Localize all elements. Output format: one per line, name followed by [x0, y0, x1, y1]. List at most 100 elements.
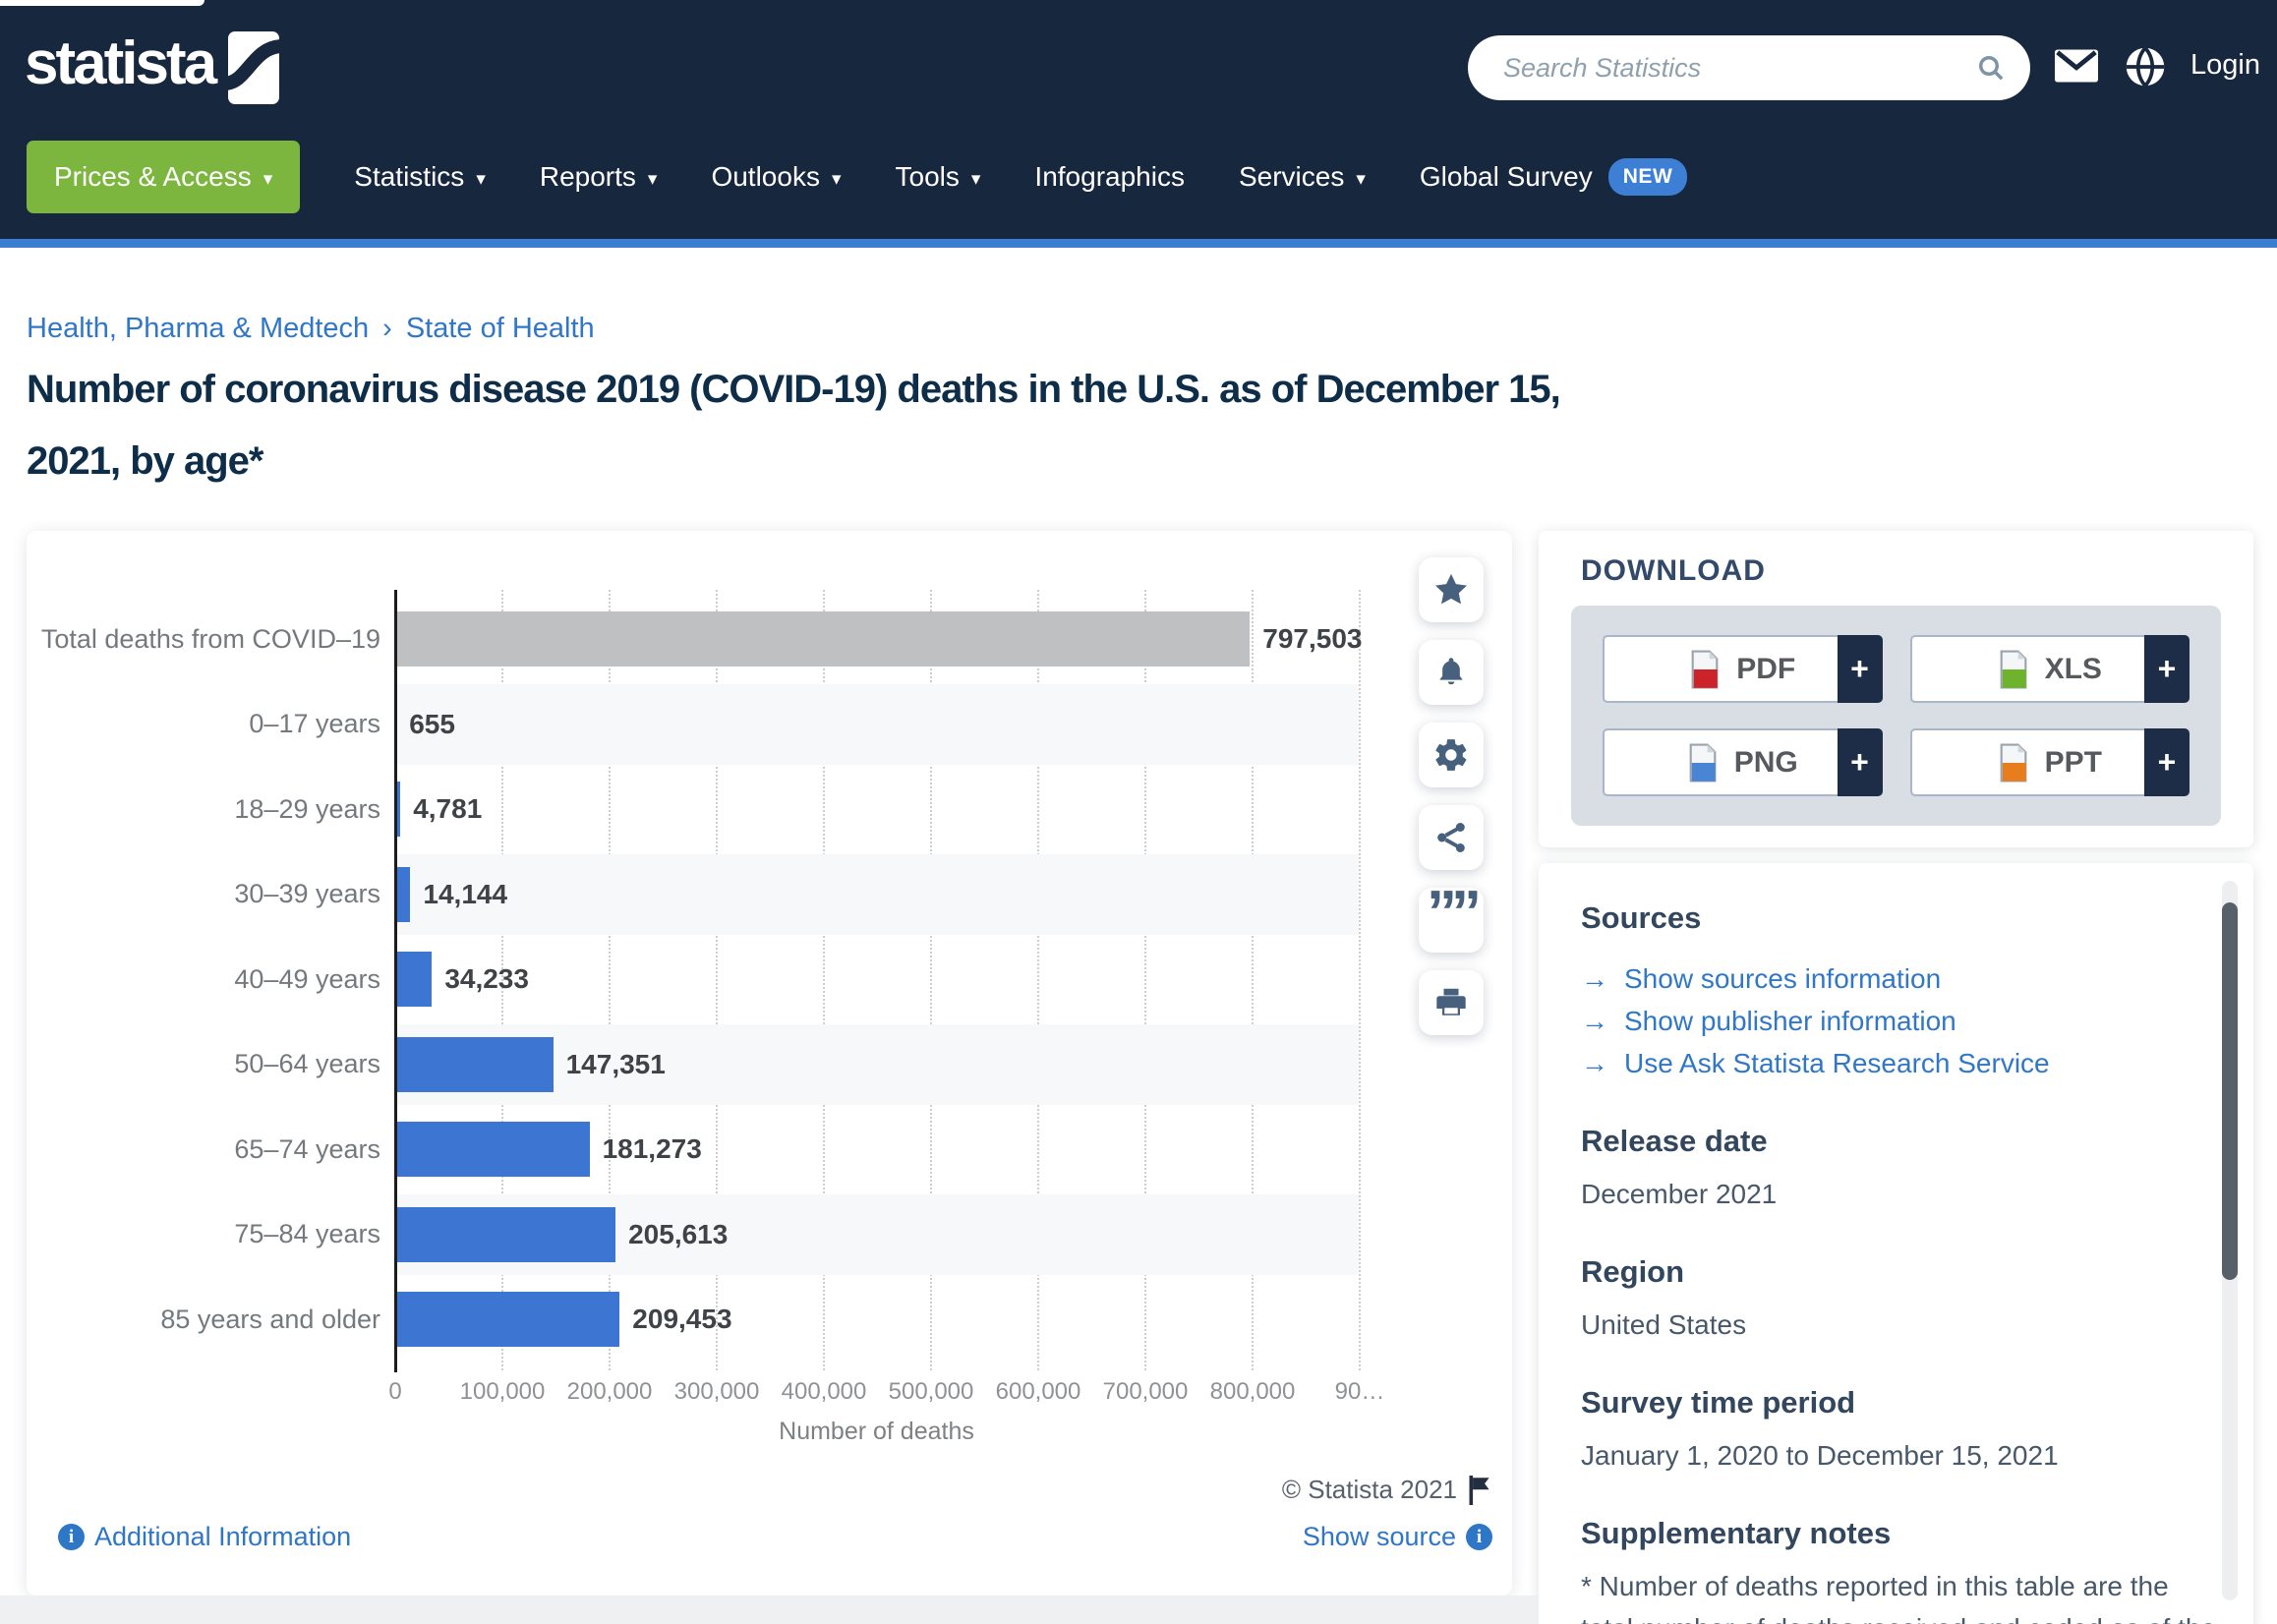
- bar: [395, 782, 401, 837]
- detail-sections: Release date December 2021 Region United St…: [1581, 1124, 2216, 1624]
- bar: [395, 866, 411, 922]
- breadcrumb-link-topic[interactable]: State of Health: [405, 313, 595, 344]
- show-source-link[interactable]: Show source i: [1303, 1522, 1492, 1552]
- nav-item-outlooks[interactable]: Outlooks ▾: [711, 161, 841, 193]
- row-stripe: [394, 683, 1359, 765]
- nav-item-tools[interactable]: Tools ▾: [896, 161, 981, 193]
- search-icon[interactable]: [1975, 52, 2007, 84]
- nav-item-label: Outlooks: [711, 161, 820, 192]
- search-bar[interactable]: [1468, 35, 2030, 100]
- x-tick-label: 100,000: [459, 1378, 546, 1405]
- bar: [395, 1036, 554, 1092]
- breadcrumb-separator: ›: [382, 313, 392, 344]
- scrollbar-track[interactable]: [2222, 881, 2238, 1600]
- source-link[interactable]: → Show sources information: [1581, 957, 2190, 1000]
- search-input[interactable]: [1503, 52, 1975, 84]
- x-axis-title: Number of deaths: [779, 1418, 974, 1445]
- add-to-cart-plus-button[interactable]: +: [1837, 728, 1883, 796]
- source-links: → Show sources information → Show publisher…: [1581, 957, 2190, 1084]
- breadcrumb-link-category[interactable]: Health, Pharma & Medtech: [27, 313, 370, 344]
- chart-row: 50–64 years 147,351: [27, 1022, 1359, 1108]
- png-file-icon: [1687, 742, 1719, 783]
- download-panel: PDF + XLS + PNG + PPT +: [1571, 606, 2221, 826]
- arrow-right-icon: →: [1581, 1048, 1608, 1078]
- quote-button[interactable]: ””: [1419, 879, 1484, 953]
- nav-item-statistics[interactable]: Statistics ▾: [354, 161, 486, 193]
- download-xls-button[interactable]: XLS +: [1909, 635, 2189, 703]
- download-format-label: PNG: [1733, 745, 1798, 779]
- nav-item-prices-access[interactable]: Prices & Access ▾: [27, 141, 301, 213]
- nav-item-services[interactable]: Services ▾: [1239, 161, 1366, 193]
- detail-section-heading: Release date: [1581, 1124, 1768, 1158]
- chart-row: 30–39 years 14,144: [27, 852, 1359, 938]
- bar-chart: Total deaths from COVID–19 797,503 0–17 ye…: [27, 597, 1363, 1363]
- login-link[interactable]: Login: [2190, 49, 2260, 81]
- chart-row: 18–29 years 4,781: [27, 767, 1359, 852]
- gear-button[interactable]: [1419, 723, 1484, 787]
- mail-icon[interactable]: [2055, 49, 2098, 87]
- nav-item-label: Statistics: [354, 161, 465, 192]
- source-link[interactable]: → Show publisher information: [1581, 1000, 2190, 1042]
- category-label: 30–39 years: [234, 879, 380, 909]
- download-ppt-button[interactable]: PPT +: [1909, 728, 2189, 796]
- additional-information-label: Additional Information: [94, 1522, 352, 1551]
- row-stripe: [394, 853, 1359, 935]
- download-format-label: XLS: [2044, 652, 2102, 685]
- category-label: 75–84 years: [234, 1219, 380, 1249]
- download-format-label: PDF: [1736, 652, 1796, 685]
- category-label: 65–74 years: [234, 1133, 380, 1164]
- quote-icon: ””: [1427, 879, 1482, 947]
- source-link[interactable]: → Use Ask Statista Research Service: [1581, 1042, 2190, 1084]
- category-label: 85 years and older: [160, 1304, 380, 1334]
- add-to-cart-plus-button[interactable]: +: [2144, 728, 2189, 796]
- chart-row: 0–17 years 655: [27, 682, 1359, 768]
- scrollbar-thumb[interactable]: [2222, 902, 2238, 1280]
- category-label: Total deaths from COVID–19: [40, 623, 380, 654]
- nav-item-infographics[interactable]: Infographics: [1034, 161, 1185, 193]
- top-left-tab: [0, 0, 204, 6]
- chart-card: Total deaths from COVID–19 797,503 0–17 ye…: [27, 531, 1512, 1595]
- download-format-label: PPT: [2044, 745, 2102, 779]
- add-to-cart-plus-button[interactable]: +: [1837, 635, 1883, 703]
- bar: [395, 1122, 590, 1177]
- x-tick-label: 90…: [1334, 1378, 1385, 1405]
- chart-toolbar: ””: [1419, 557, 1484, 1035]
- download-heading: DOWNLOAD: [1581, 554, 1766, 587]
- download-png-button[interactable]: PNG +: [1603, 728, 1883, 796]
- chevron-down-icon: ▾: [1356, 168, 1366, 190]
- nav-item-label: Infographics: [1034, 161, 1185, 192]
- x-tick-label: 500,000: [888, 1378, 974, 1405]
- info-icon: i: [58, 1524, 85, 1550]
- detail-section-heading: Survey time period: [1581, 1385, 1856, 1420]
- nav-item-label: Global Survey: [1419, 161, 1593, 192]
- star-button[interactable]: [1419, 557, 1484, 622]
- show-source-label: Show source: [1302, 1522, 1456, 1551]
- globe-icon[interactable]: [2124, 45, 2167, 93]
- x-tick-label: 800,000: [1209, 1378, 1296, 1405]
- value-label: 797,503: [1262, 623, 1363, 655]
- nav-item-global-survey[interactable]: Global Survey NEW: [1419, 158, 1688, 196]
- print-button[interactable]: [1419, 970, 1484, 1035]
- page-footer-strip: [0, 1595, 1539, 1624]
- additional-information-link[interactable]: i Additional Information: [58, 1522, 351, 1552]
- top-navigation-bar: statista Login Prices & Access▾ Statistic…: [0, 0, 2277, 239]
- print-icon: [1432, 985, 1470, 1020]
- chart-row: 40–49 years 34,233: [27, 937, 1359, 1022]
- chart-copyright: © Statista 2021: [1282, 1475, 1492, 1505]
- page-title: Number of coronavirus disease 2019 (COVI…: [27, 354, 2189, 497]
- detail-section-text: United States: [1581, 1309, 1747, 1340]
- bell-button[interactable]: [1419, 640, 1484, 705]
- nav-item-reports[interactable]: Reports ▾: [540, 161, 658, 193]
- arrow-right-icon: →: [1581, 1006, 1608, 1036]
- value-label: 209,453: [632, 1304, 732, 1335]
- download-pdf-button[interactable]: PDF +: [1603, 635, 1883, 703]
- statista-logo[interactable]: statista: [25, 22, 284, 109]
- add-to-cart-plus-button[interactable]: +: [2144, 635, 2189, 703]
- statista-logo-mark-icon: [223, 31, 284, 109]
- source-link-label: Show sources information: [1624, 963, 1942, 994]
- share-button[interactable]: [1419, 805, 1484, 870]
- detail-section-heading: Region: [1581, 1254, 1685, 1289]
- details-card: Sources → Show sources information → Show p…: [1539, 863, 2253, 1624]
- flag-icon[interactable]: [1467, 1475, 1492, 1505]
- value-label: 4,781: [413, 793, 483, 825]
